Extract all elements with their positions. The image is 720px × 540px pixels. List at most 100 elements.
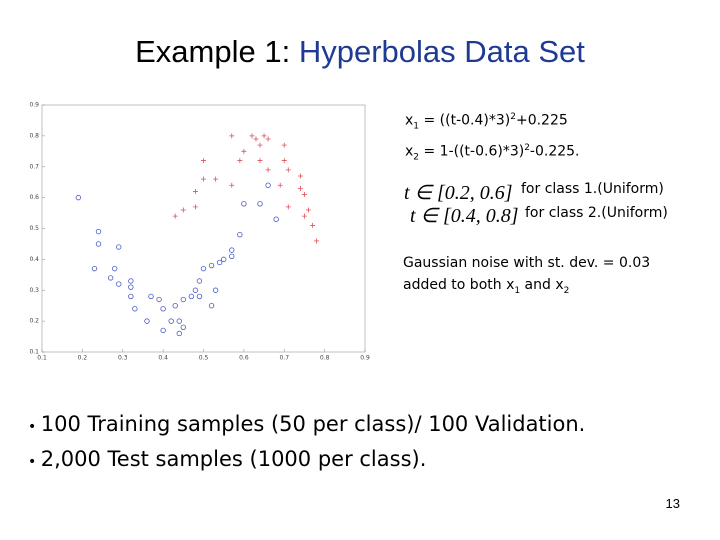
- x-tick-label: 0.6: [239, 355, 249, 362]
- point: [273, 216, 279, 222]
- x-tick-label: 0.4: [158, 355, 168, 362]
- point: [229, 133, 235, 139]
- y-tick-label: 0.5: [29, 225, 39, 232]
- point: [257, 158, 263, 164]
- page-number: 13: [665, 496, 680, 511]
- point: [192, 287, 199, 293]
- note-line: added to both x1 and x2: [403, 274, 650, 302]
- point: [196, 278, 203, 284]
- point: [237, 158, 243, 164]
- y-tick-label: 0.8: [29, 132, 39, 139]
- point: [229, 247, 235, 253]
- point: [192, 188, 198, 194]
- point: [128, 293, 134, 300]
- f-part: 2: [510, 112, 516, 122]
- f-part: 2: [413, 152, 420, 163]
- point: [229, 182, 235, 188]
- point: [241, 201, 247, 207]
- point: [301, 192, 307, 198]
- point: [107, 275, 114, 281]
- f-part: = 1-((t-0.6)*3): [419, 144, 525, 161]
- point: [212, 287, 219, 293]
- point: [201, 176, 206, 182]
- point: [128, 278, 134, 284]
- point: [200, 265, 207, 272]
- slide-title: Example 1: Hyperbolas Data Set: [0, 34, 720, 70]
- point: [281, 158, 287, 164]
- formula: x2 = 1-((t-0.6)*3)2-0.225.: [405, 137, 580, 168]
- point: [285, 204, 291, 210]
- point: [128, 284, 134, 290]
- x-tick-label: 0.1: [37, 355, 47, 362]
- point: [305, 207, 311, 213]
- title-part: Example 1:: [135, 34, 299, 69]
- y-tick-label: 0.7: [29, 163, 39, 170]
- point: [160, 306, 166, 312]
- f-part: +0.225: [515, 112, 568, 129]
- point: [213, 176, 219, 182]
- point: [216, 259, 223, 266]
- point: [208, 262, 215, 269]
- x-tick-label: 0.8: [320, 355, 330, 362]
- point: [297, 173, 303, 179]
- point: [172, 213, 178, 219]
- point: [132, 306, 138, 312]
- f-part: 2: [524, 143, 530, 154]
- x-tick-label: 0.2: [78, 355, 88, 362]
- y-tick-label: 0.2: [29, 318, 39, 325]
- interval-text: for class 2.(Uniform): [525, 205, 668, 221]
- point: [172, 302, 178, 309]
- y-tick-label: 0.6: [29, 194, 39, 201]
- point: [176, 330, 182, 337]
- point: [257, 142, 263, 148]
- point: [201, 158, 206, 164]
- title-part: Hyperbolas Data Set: [298, 34, 585, 69]
- n-part: added to both x: [403, 277, 515, 293]
- point: [168, 318, 174, 324]
- point: [281, 142, 287, 148]
- point: [148, 293, 154, 300]
- point: [176, 318, 182, 324]
- point: [160, 327, 166, 334]
- bullet: • 2,000 Test samples (1000 per class).: [28, 447, 427, 471]
- point: [253, 136, 259, 142]
- point: [265, 182, 271, 188]
- point: [111, 265, 118, 272]
- scatter-chart: 0.1 0.2 0.3 0.4 0.5 0.6 0.7 0.8 0.9 0.1 0.2 0.3 0.4 0…: [29, 102, 370, 362]
- y-tick-label: 0.3: [29, 287, 39, 294]
- point: [261, 133, 267, 139]
- point: [220, 256, 227, 263]
- point: [277, 182, 283, 188]
- point: [265, 167, 271, 173]
- note-line: Gaussian noise with st. dev. = 0.03: [403, 255, 651, 271]
- point: [91, 265, 98, 272]
- point: [241, 148, 247, 154]
- x-tick-label: 0.7: [279, 355, 289, 362]
- point: [192, 204, 198, 210]
- point: [208, 302, 215, 309]
- bullet-text: 2,000 Test samples (1000 per class).: [40, 447, 427, 471]
- x-tick-label: 0.9: [360, 355, 370, 362]
- interval-text: for class 1.(Uniform): [521, 181, 664, 197]
- f-part: = ((t-0.4)*3): [419, 112, 511, 129]
- point: [249, 133, 255, 139]
- point: [196, 293, 203, 300]
- plot-frame: [41, 104, 366, 353]
- noise-note: Gaussian noise with st. dev. = 0.03 adde…: [403, 252, 650, 302]
- point: [95, 228, 102, 235]
- bullet: • 100 Training samples (50 per class)/ 1…: [28, 412, 586, 436]
- n-part: 1: [514, 285, 521, 296]
- n-part: and x: [520, 277, 564, 293]
- n-part: 2: [563, 285, 570, 296]
- point: [297, 185, 303, 191]
- x-tick-label: 0.3: [118, 355, 128, 362]
- f-part: 1: [413, 121, 420, 132]
- point: [144, 318, 150, 324]
- point: [116, 281, 122, 287]
- f-part: -0.225.: [529, 144, 580, 161]
- f-part: x: [405, 144, 414, 161]
- point: [180, 207, 186, 213]
- x-tick-label: 0.5: [199, 355, 209, 362]
- interval: t ∈ [0.4, 0.8]: [410, 205, 519, 227]
